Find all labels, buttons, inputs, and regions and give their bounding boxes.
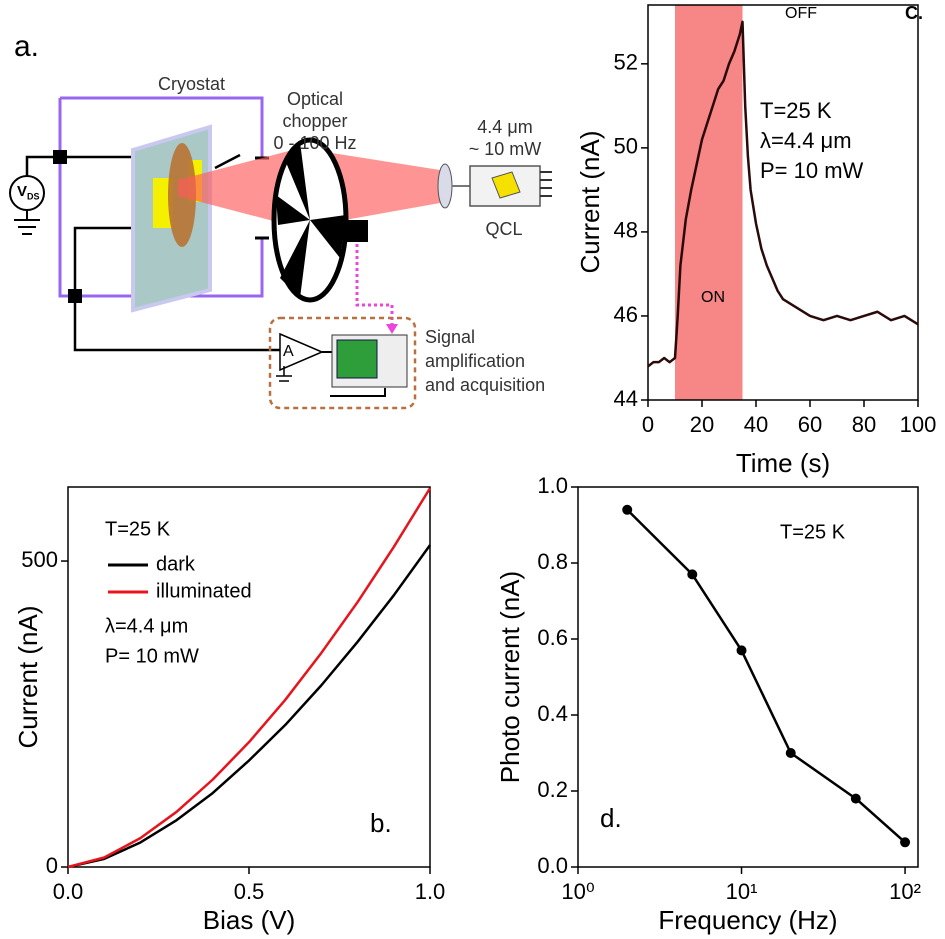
qcl-label: QCL <box>485 219 522 239</box>
ground <box>276 366 292 382</box>
panel-label: a. <box>14 30 39 63</box>
plot-frame <box>647 4 919 401</box>
x-tick-label: 10⁰ <box>561 879 594 904</box>
x-tick-label: 80 <box>852 412 876 437</box>
annotation: P= 10 mW <box>760 158 864 183</box>
acquisition-label: amplification <box>425 351 525 371</box>
y-tick-label: 0.8 <box>537 549 568 574</box>
y-axis-title: Current (nA) <box>13 605 43 748</box>
legend-label: dark <box>156 553 196 575</box>
cryostat-label: Cryostat <box>158 74 225 94</box>
y-tick-label: 52 <box>614 50 638 75</box>
amplifier <box>279 332 324 372</box>
chopper-blades <box>276 142 346 298</box>
x-tick-label: 0 <box>642 412 654 437</box>
amplifier-label: A <box>283 343 294 360</box>
connector <box>68 289 82 303</box>
y-tick-label: 0.4 <box>537 701 568 726</box>
y-tick-label: 44 <box>614 386 638 411</box>
x-tick-label: 10² <box>889 879 921 904</box>
chart: 0 20 40 60 80 100 44 46 48 50 52 Time (s) Current (n… <box>575 3 936 478</box>
annotation: d. <box>600 803 622 833</box>
arrow <box>386 324 398 334</box>
oscilloscope-screen <box>336 339 378 379</box>
plot-frame <box>577 486 919 868</box>
x-tick-label: 0.0 <box>53 879 84 904</box>
x-tick-label: 100 <box>900 412 937 437</box>
data-line <box>67 487 432 869</box>
x-tick-label: 40 <box>744 412 768 437</box>
annotation: T=25 K <box>780 521 846 543</box>
annotation: C. <box>905 3 923 23</box>
annotation: λ=4.4 μm <box>105 615 188 637</box>
chart: 0.0 0.5 1.0 0 500 Bias (V) Current (nA) dark ill… <box>13 486 446 935</box>
x-axis-title: Time (s) <box>736 448 830 478</box>
wires <box>322 351 386 397</box>
y-axis-title: Current (nA) <box>575 130 605 273</box>
data-point <box>900 837 911 848</box>
y-tick-label: 50 <box>614 134 638 159</box>
x-axis-title: Bias (V) <box>203 905 295 935</box>
chart: 10⁰ 10¹ 10² 0.0 0.2 0.4 0.6 0.8 1.0 Frequency (Hz… <box>495 473 921 935</box>
lens <box>437 163 453 209</box>
annotation: OFF <box>785 5 817 22</box>
x-tick-label: 60 <box>798 412 822 437</box>
y-tick-label: 46 <box>614 302 638 327</box>
annotation: P= 10 mW <box>105 645 199 667</box>
chopper-label: Optical <box>287 89 343 109</box>
chopper-label: 0 - 100 Hz <box>273 133 356 153</box>
data-point <box>736 645 747 656</box>
y-tick-label: 1.0 <box>537 473 568 498</box>
wires <box>25 153 280 352</box>
laser-label: 4.4 μm <box>477 117 532 137</box>
schematic: a. Cryostat Optical chopper 0 - 100 Hz 4… <box>9 30 552 410</box>
ground <box>14 210 40 235</box>
laser-label: ~ 10 mW <box>469 139 542 159</box>
data-point <box>622 504 633 515</box>
x-axis-title: Frequency (Hz) <box>658 905 837 935</box>
acquisition-label: and acquisition <box>425 375 545 395</box>
voltmeter-label: DS <box>27 191 40 201</box>
data-line <box>647 20 919 368</box>
annotation: λ=4.4 μm <box>760 128 852 153</box>
data-point <box>850 793 861 804</box>
contact <box>153 178 173 228</box>
qcl-pins <box>540 171 552 197</box>
annotation: T=25 K <box>105 518 171 540</box>
x-tick-label: 0.5 <box>234 879 265 904</box>
x-tick-label: 1.0 <box>415 879 446 904</box>
x-tick-label: 10¹ <box>726 879 758 904</box>
y-tick-label: 0.2 <box>537 777 568 802</box>
qcl-chip <box>491 171 521 199</box>
chopper-motor <box>346 220 368 242</box>
y-tick-label: 500 <box>21 547 58 572</box>
data-point <box>687 569 698 580</box>
highlight-span <box>675 5 743 400</box>
connector <box>53 150 67 164</box>
voltmeter-label: V <box>17 183 27 200</box>
data-line <box>67 544 432 869</box>
y-tick-label: 0 <box>46 853 58 878</box>
data-line <box>626 508 906 844</box>
acquisition-label: Signal <box>425 327 475 347</box>
chopper-label: chopper <box>282 111 347 131</box>
y-axis-title: Photo current (nA) <box>495 571 525 783</box>
annotation: T=25 K <box>760 98 832 123</box>
legend-label: illuminated <box>156 580 252 602</box>
y-tick-label: 0.0 <box>537 853 568 878</box>
y-tick-label: 48 <box>614 218 638 243</box>
annotation: b. <box>370 808 392 838</box>
data-point <box>785 748 796 758</box>
acquisition-box <box>268 316 417 410</box>
x-tick-label: 20 <box>690 412 714 437</box>
y-tick-label: 0.6 <box>537 625 568 650</box>
sync-signal <box>355 244 394 325</box>
annotation: ON <box>701 289 725 306</box>
